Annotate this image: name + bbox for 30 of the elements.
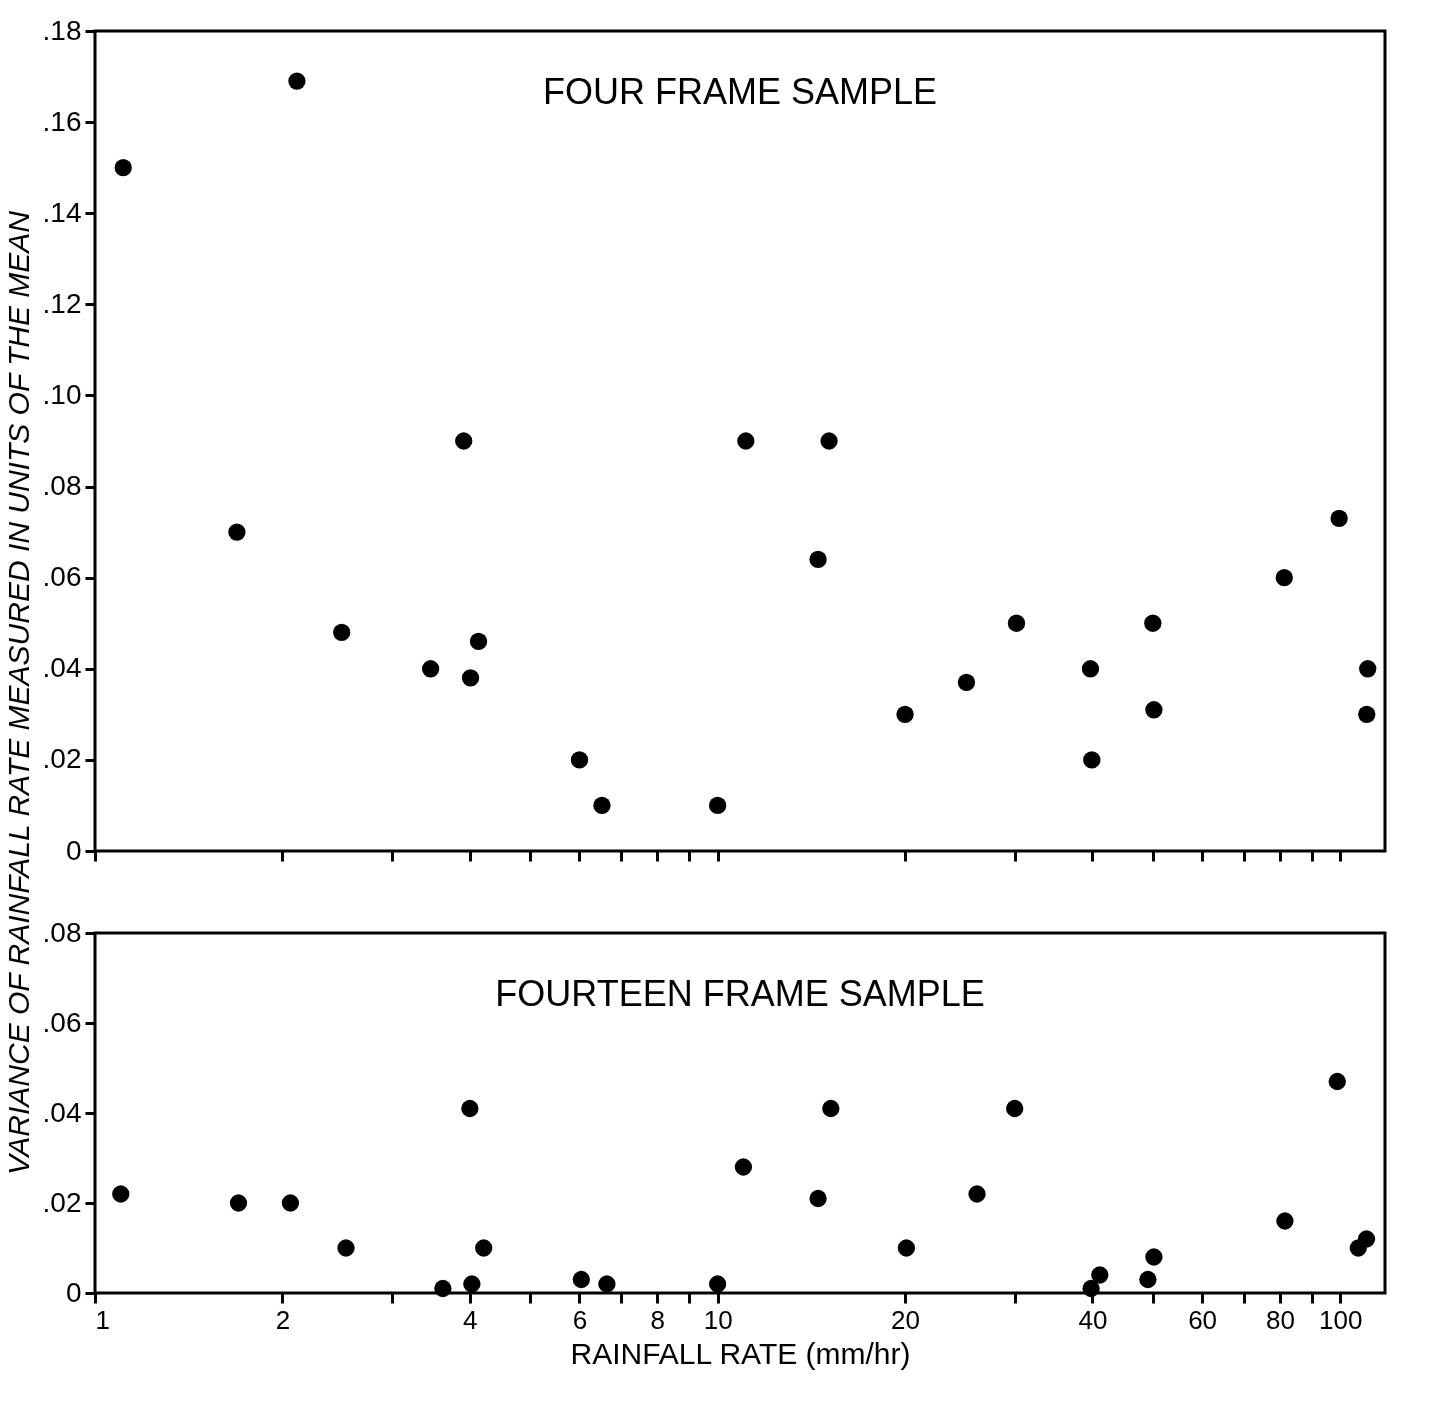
x-tick-label: 6: [572, 1304, 588, 1335]
x-tick-label: 60: [1188, 1304, 1218, 1335]
y-tick-label: .08: [42, 470, 82, 502]
y-tick-label: .14: [42, 196, 82, 228]
y-tick-label: .06: [42, 1006, 82, 1038]
y-tick-label: .04: [42, 652, 82, 684]
x-tick-label: 8: [650, 1304, 666, 1335]
x-tick-label: 4: [463, 1304, 478, 1335]
y-tick-label: 0: [65, 1276, 82, 1308]
x-tick-label: 10: [703, 1304, 733, 1335]
y-tick-label: .02: [42, 743, 82, 775]
y-axis-title: VARIANCE OF RAINFALL RATE MEASURED IN UNITS OF THE MEAN: [1, 210, 35, 1176]
y-tick-label: .08: [42, 916, 82, 948]
x-tick-label: 100: [1319, 1304, 1363, 1335]
x-tick-label: 40: [1078, 1304, 1108, 1335]
text: FOUR FRAME SAMPLE: [542, 71, 938, 112]
text: FOURTEEN FRAME SAMPLE: [495, 973, 985, 1014]
y-tick-label: .06: [42, 561, 82, 593]
y-tick-label: 0: [65, 834, 82, 866]
x-tick-label: 1: [95, 1304, 110, 1335]
x-axis-title: RAINFALL RATE (mm/hr): [570, 1336, 911, 1370]
y-tick-label: .16: [42, 105, 82, 137]
y-tick-label: .12: [42, 287, 82, 319]
y-tick-label: .18: [42, 14, 82, 46]
y-tick-label: .04: [42, 1096, 82, 1128]
y-tick-label: .02: [42, 1186, 82, 1218]
x-tick-label: 20: [891, 1304, 921, 1335]
x-tick-label: 2: [275, 1304, 291, 1335]
y-tick-label: .10: [42, 378, 82, 410]
x-tick-label: 80: [1265, 1304, 1295, 1335]
